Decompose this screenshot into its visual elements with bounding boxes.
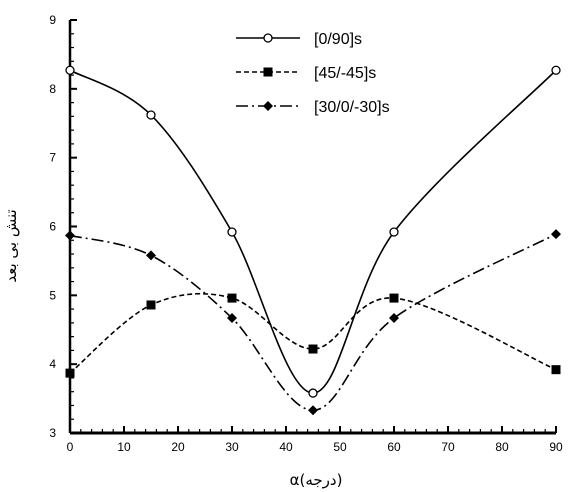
data-point xyxy=(551,229,561,240)
data-point xyxy=(389,227,399,237)
series-3-line xyxy=(69,233,557,412)
legend: [0/90]s [45/-45]s [30/0/-30]s xyxy=(236,31,390,116)
data-point xyxy=(308,388,318,398)
x-tick-label: 0 xyxy=(67,440,74,454)
series-2 xyxy=(65,292,561,378)
legend-marker xyxy=(263,33,273,43)
x-tick-label: 60 xyxy=(387,440,401,454)
data-point xyxy=(551,365,561,375)
y-tick-label: 8 xyxy=(49,82,56,96)
x-tick-label: 30 xyxy=(225,440,239,454)
data-point xyxy=(146,110,156,120)
y-tick-label: 4 xyxy=(49,357,56,371)
y-tick-label: 6 xyxy=(49,220,56,234)
data-point xyxy=(146,250,156,261)
legend-marker xyxy=(263,67,273,77)
x-tick-label: 50 xyxy=(333,440,347,454)
data-point xyxy=(308,344,318,354)
x-tick-label: 20 xyxy=(171,440,185,454)
x-tick-label: 40 xyxy=(279,440,293,454)
x-tick-label: 80 xyxy=(495,440,509,454)
y-tick-label: 7 xyxy=(49,151,56,165)
series-3 xyxy=(65,229,561,416)
legend-label: [0/90]s xyxy=(314,31,362,48)
data-point xyxy=(65,230,75,241)
data-point xyxy=(65,65,75,75)
x-tick-label: 70 xyxy=(441,440,455,454)
data-point xyxy=(389,313,399,324)
data-point xyxy=(146,300,156,310)
legend-item-2: [45/-45]s xyxy=(236,65,376,82)
data-point xyxy=(389,293,399,303)
data-point xyxy=(227,293,237,303)
data-point xyxy=(227,313,237,324)
data-point xyxy=(551,65,561,75)
series-2-line xyxy=(69,292,557,374)
legend-item-1: [0/90]s xyxy=(236,31,362,48)
legend-item-3: [30/0/-30]s xyxy=(236,99,390,116)
y-tick-label: 5 xyxy=(49,288,56,302)
x-tick-label: 90 xyxy=(549,440,563,454)
y-tick-label: 9 xyxy=(49,13,56,27)
legend-label: [45/-45]s xyxy=(314,65,376,82)
data-point xyxy=(308,405,318,416)
legend-label: [30/0/-30]s xyxy=(314,99,390,116)
data-point xyxy=(65,368,75,378)
y-tick-label: 3 xyxy=(49,426,56,440)
x-axis-title: α(درجه) xyxy=(290,471,343,489)
series-layer xyxy=(65,65,561,416)
y-axis-title: تنش بی بعد xyxy=(2,209,20,282)
x-tick-label: 10 xyxy=(117,440,131,454)
data-point xyxy=(227,227,237,237)
legend-marker xyxy=(263,101,273,111)
series-1 xyxy=(65,65,561,398)
